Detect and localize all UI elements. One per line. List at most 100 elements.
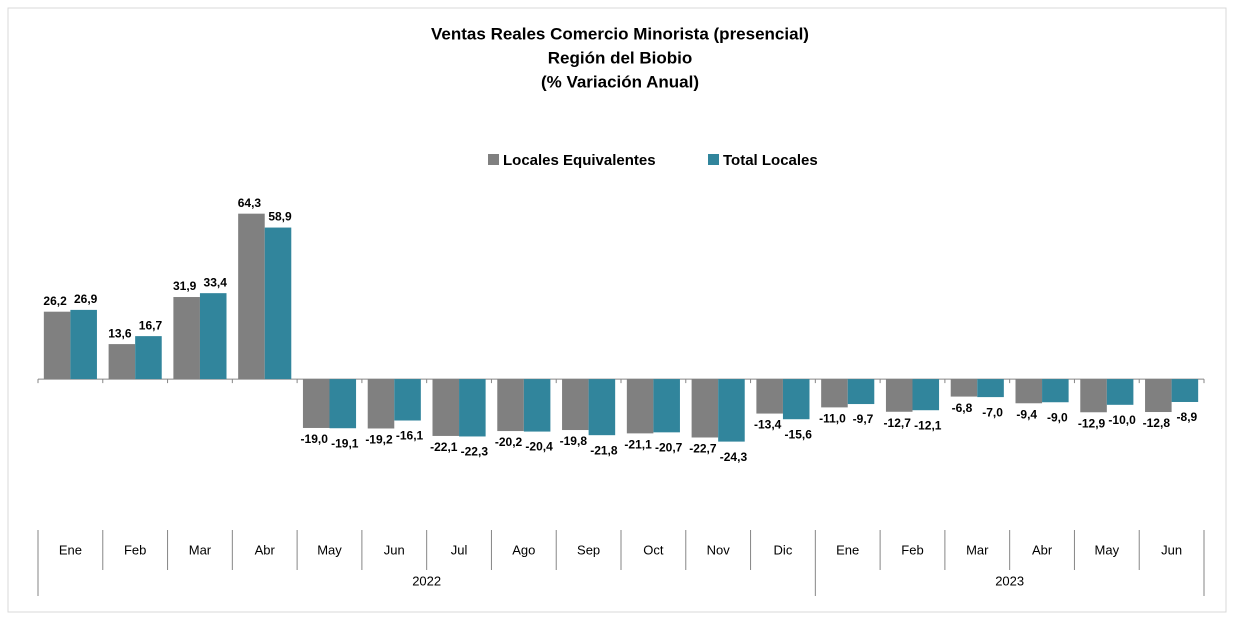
x-tick-label: Abr [255,542,276,557]
x-tick-label: Dic [774,542,793,557]
bar [782,379,810,420]
data-label: -19,0 [301,432,329,446]
bar [950,379,978,397]
data-label: 26,2 [43,294,67,308]
x-tick-label: Jun [384,542,405,557]
data-label: -20,4 [525,440,553,454]
data-label: -9,4 [1016,407,1037,421]
legend-swatch [708,154,719,165]
data-label: 33,4 [204,275,228,289]
data-label: -10,0 [1108,413,1136,427]
bar [977,379,1004,398]
data-label: -9,0 [1047,410,1068,424]
x-tick-label: May [1095,542,1120,557]
chart-title: (% Variación Anual) [541,72,699,91]
data-label: -12,9 [1078,416,1106,430]
data-label: -13,4 [754,418,782,432]
data-label: -9,7 [853,412,874,426]
bar [691,379,719,438]
x-tick-label: Mar [966,542,989,557]
bar [562,379,589,431]
bar [329,379,357,429]
bar [199,293,227,380]
data-label: 58,9 [268,210,292,224]
bar [302,379,330,428]
x-tick-label: Jun [1161,542,1182,557]
data-label: -12,1 [914,418,942,432]
bar [135,336,162,380]
group-label: 2022 [412,573,441,588]
bar [885,379,913,412]
data-label: 16,7 [139,318,163,332]
data-label: -12,7 [884,416,912,430]
data-label: -20,7 [655,441,683,455]
bar [1080,379,1107,413]
x-tick-label: Oct [643,542,664,557]
bar [847,379,875,405]
data-label: -22,1 [430,440,458,454]
legend-label: Locales Equivalentes [503,152,656,169]
data-label: -8,9 [1177,410,1198,424]
bar [756,379,783,414]
data-label: -19,1 [331,436,359,450]
legend-swatch [488,154,499,165]
data-label: -22,7 [689,442,717,456]
data-label: 64,3 [238,196,262,210]
bar [588,379,616,436]
x-tick-label: Abr [1032,542,1053,557]
bar [367,379,395,429]
data-label: -24,3 [720,450,748,464]
bar [70,309,97,380]
bar [238,213,265,380]
x-tick-label: Ago [512,542,535,557]
bar [1171,379,1199,402]
data-label: -7,0 [982,405,1003,419]
chart-title: Ventas Reales Comercio Minorista (presen… [431,24,809,43]
bar [1042,379,1069,403]
x-tick-label: Ene [836,542,859,557]
data-label: -19,2 [365,433,393,447]
bar [108,344,136,380]
bar [173,297,200,380]
x-tick-label: Feb [124,542,146,557]
data-label: -21,8 [590,443,618,457]
x-tick-label: Feb [901,542,923,557]
bar [394,379,421,421]
data-label: 26,9 [74,292,98,306]
bar [523,379,551,432]
x-tick-label: Mar [189,542,212,557]
data-label: -16,1 [396,429,424,443]
data-label: 31,9 [173,279,197,293]
x-tick-label: Jul [451,542,468,557]
bar [264,227,292,380]
x-tick-label: May [317,542,342,557]
data-label: -11,0 [819,412,846,426]
x-tick-label: Ene [59,542,82,557]
x-tick-label: Nov [707,542,731,557]
group-label: 2023 [995,573,1024,588]
bar [497,379,524,432]
bar [821,379,848,408]
bar [432,379,460,436]
data-label: -20,2 [495,435,523,449]
bar [718,379,745,442]
data-label: -12,8 [1143,416,1171,430]
x-tick-label: Sep [577,542,600,557]
data-label: 13,6 [108,326,132,340]
bar [459,379,486,437]
bar [653,379,680,433]
bar [1015,379,1043,404]
data-label: -6,8 [952,401,973,415]
data-label: -19,8 [560,434,588,448]
data-label: -15,6 [785,427,813,441]
data-label: -21,1 [624,438,652,452]
bar [43,311,71,380]
chart-title: Región del Biobio [548,48,693,67]
bar [912,379,940,411]
bar [626,379,654,434]
bar [1145,379,1172,413]
bar [1106,379,1134,405]
data-label: -22,3 [461,445,489,459]
chart-border [7,7,1227,613]
